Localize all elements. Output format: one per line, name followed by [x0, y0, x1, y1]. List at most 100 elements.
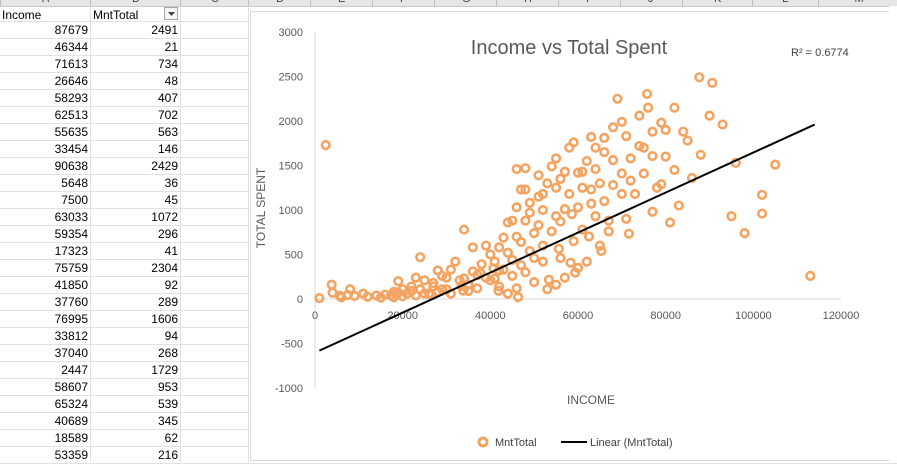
column-header-k[interactable]: K: [714, 0, 721, 5]
mnttotal-cell[interactable]: 36: [164, 176, 178, 190]
column-header-d[interactable]: D: [276, 0, 284, 5]
income-cell[interactable]: 40689: [54, 414, 88, 428]
column-header-i[interactable]: I: [586, 0, 589, 5]
data-point: [511, 283, 522, 294]
column-header-separator: [818, 0, 819, 6]
data-point: [586, 131, 597, 143]
column-header-g[interactable]: G: [462, 0, 471, 5]
income-cell[interactable]: 65324: [54, 397, 88, 411]
mnttotal-cell[interactable]: 407: [157, 91, 178, 105]
column-header-b[interactable]: B: [132, 0, 139, 5]
x-tick-label: 20000: [387, 310, 418, 322]
mnttotal-cell[interactable]: 1606: [151, 312, 178, 326]
column-header-f[interactable]: F: [400, 0, 407, 5]
data-point: [520, 215, 531, 226]
header-mnttotal[interactable]: MntTotal: [93, 8, 139, 22]
income-cell[interactable]: 62513: [54, 108, 88, 122]
data-point: [546, 161, 557, 172]
header-income[interactable]: Income: [2, 8, 42, 22]
data-point: [707, 77, 718, 88]
data-point: [577, 166, 588, 177]
mnttotal-cell[interactable]: 41: [164, 244, 178, 258]
income-cell[interactable]: 71613: [54, 57, 88, 71]
mnttotal-cell[interactable]: 1729: [151, 363, 178, 377]
mnttotal-cell[interactable]: 48: [164, 74, 178, 88]
column-header-l[interactable]: L: [782, 0, 788, 5]
data-point: [607, 122, 619, 133]
income-cell[interactable]: 58293: [54, 91, 88, 105]
mnttotal-cell[interactable]: 296: [157, 227, 178, 241]
mnttotal-cell[interactable]: 539: [157, 397, 178, 411]
mnttotal-cell[interactable]: 345: [157, 414, 178, 428]
data-point: [726, 211, 737, 222]
mnttotal-cell[interactable]: 734: [157, 57, 178, 71]
column-header-h[interactable]: H: [524, 0, 532, 5]
income-cell[interactable]: 37760: [54, 295, 88, 309]
income-cell[interactable]: 5648: [61, 176, 88, 190]
y-tick-label: 2500: [279, 72, 303, 84]
income-cell[interactable]: 7500: [61, 193, 88, 207]
income-cell[interactable]: 63033: [54, 210, 88, 224]
income-cell[interactable]: 55635: [54, 125, 88, 139]
data-point: [616, 188, 627, 200]
data-point: [550, 211, 562, 222]
data-point: [314, 293, 325, 304]
income-cell[interactable]: 33454: [54, 142, 88, 156]
column-header-row: A B C D E F G H I J K L M: [0, 0, 897, 7]
mnttotal-cell[interactable]: 2491: [151, 23, 178, 37]
income-cell[interactable]: 33812: [54, 329, 88, 343]
filter-dropdown-button[interactable]: [164, 7, 178, 20]
mnttotal-cell[interactable]: 702: [157, 108, 178, 122]
income-cell[interactable]: 53359: [54, 448, 88, 462]
data-point: [511, 202, 522, 213]
column-header-a[interactable]: A: [42, 0, 49, 5]
income-cell[interactable]: 41850: [54, 278, 88, 292]
legend-marker-mnttotal: [477, 436, 489, 448]
y-tick-label: -500: [281, 339, 303, 351]
income-cell[interactable]: 26646: [54, 74, 88, 88]
data-point: [555, 252, 566, 264]
mnttotal-cell[interactable]: 268: [157, 346, 178, 360]
income-cell[interactable]: 2447: [61, 363, 88, 377]
data-point: [467, 242, 478, 253]
income-cell[interactable]: 18589: [54, 431, 88, 445]
data-point: [625, 175, 636, 186]
mnttotal-cell[interactable]: 21: [164, 40, 178, 54]
column-header-m[interactable]: M: [855, 0, 864, 5]
column-header-separator: [434, 0, 435, 6]
data-point: [638, 168, 649, 179]
data-point: [410, 272, 421, 283]
y-tick-label: 0: [297, 294, 303, 306]
income-cell[interactable]: 59354: [54, 227, 88, 241]
income-cell[interactable]: 58607: [54, 380, 88, 394]
mnttotal-cell[interactable]: 45: [164, 193, 178, 207]
data-point: [669, 102, 680, 113]
mnttotal-cell[interactable]: 92: [164, 278, 178, 292]
column-header-c[interactable]: C: [211, 0, 219, 5]
mnttotal-cell[interactable]: 2429: [151, 159, 178, 173]
column-header-e[interactable]: E: [338, 0, 345, 5]
data-point: [678, 126, 689, 137]
mnttotal-cell[interactable]: 1072: [151, 210, 178, 224]
income-cell[interactable]: 37040: [54, 346, 88, 360]
income-cell[interactable]: 90638: [54, 159, 88, 173]
scatter-chart[interactable]: 3000 2500 2000 1500 1000 500 0 -500 -1000 0 20000…: [250, 11, 890, 461]
mnttotal-cell[interactable]: 563: [157, 125, 178, 139]
data-point: [643, 102, 654, 113]
income-cell[interactable]: 76995: [54, 312, 88, 326]
mnttotal-cell[interactable]: 216: [157, 448, 178, 462]
data-point: [507, 270, 518, 281]
mnttotal-cell[interactable]: 62: [164, 431, 178, 445]
income-cell[interactable]: 87679: [54, 23, 88, 37]
data-point: [537, 188, 549, 200]
y-axis-label: TOTAL SPENT: [254, 167, 268, 248]
income-cell[interactable]: 17323: [54, 244, 88, 258]
mnttotal-cell[interactable]: 94: [164, 329, 178, 343]
mnttotal-cell[interactable]: 289: [157, 295, 178, 309]
income-cell[interactable]: 46344: [54, 40, 88, 54]
column-header-j[interactable]: J: [648, 0, 654, 5]
income-cell[interactable]: 75759: [54, 261, 88, 275]
mnttotal-cell[interactable]: 953: [157, 380, 178, 394]
mnttotal-cell[interactable]: 2304: [151, 261, 178, 275]
mnttotal-cell[interactable]: 146: [157, 142, 178, 156]
